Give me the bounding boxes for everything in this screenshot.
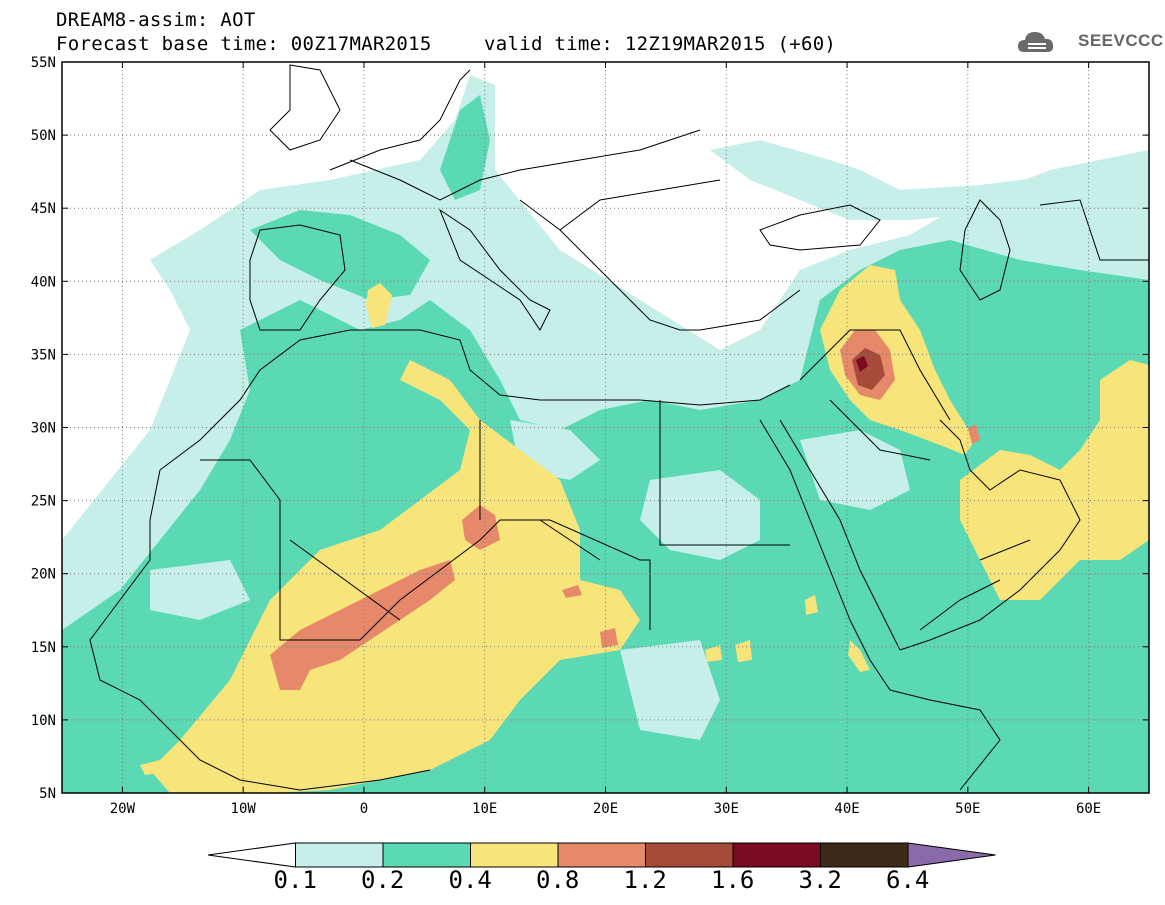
borders-europe [349,129,721,231]
lat-tick-label: 40N [31,274,56,290]
colorbar-segment [382,842,471,868]
aot-layer-0-4-red-sea [848,640,870,672]
colorbar-label: 0.2 [361,866,405,894]
lon-tick-label: 10W [231,801,257,817]
colorbar-label: 0.4 [448,866,492,894]
coast-red-sea-east [779,419,901,651]
lon-tick-label: 60E [1076,801,1101,817]
coast-arabia [899,419,1081,651]
lat-tick-label: 55N [31,55,56,71]
aot-layer-0-2-germany [440,95,490,200]
colorbar-segment [645,842,734,868]
axis-ticks: 55N 50N 45N 40N 35N 30N 25N 20N 15N 10N 5N 20W 10W 0 1… [31,55,1149,817]
aot-light-patch-west [150,560,250,620]
aot-layer-0-8 [270,560,455,690]
colorbar-segment [207,842,296,868]
lat-tick-label: 30N [31,421,56,437]
aot-layer-0-8-niger [462,505,500,550]
aot-layer-0-4-gulf [960,360,1149,600]
borders-sahara [200,400,790,641]
colorbar-segment [820,842,909,868]
aot-layer-0-4-iraq [820,265,975,455]
map-title: DREAM8-assim: AOT [56,9,256,31]
aot-light-patch-egypt [640,470,760,560]
coastlines [89,64,1149,791]
borders-central-asia [1039,199,1149,261]
coast-europe-west [249,224,346,331]
aot-layer-1-6 [856,356,868,372]
aot-layer-0-8-chad2 [600,628,618,648]
aot-layer-0-8-kuwait [968,424,980,444]
lon-tick-label: 50E [955,801,980,817]
coast-west-africa [89,469,431,791]
colorbar-segment [470,842,559,868]
coast-north-africa [159,329,791,471]
lon-tick-label: 20E [593,801,618,817]
forecast-base-time: Forecast base time: 00Z17MAR2015 [56,33,432,55]
lat-tick-label: 50N [31,128,56,144]
logo-text: SEEVCCC [1078,31,1164,50]
aot-layer-0-4 [150,360,640,793]
colorbar [207,842,996,868]
coast-balkans [519,199,801,331]
colorbar-label: 0.8 [536,866,580,894]
colorbar-label: 0.1 [273,866,317,894]
lat-tick-label: 25N [31,494,56,510]
aot-layer-0-4-sudan-spot2 [735,640,752,662]
valid-time: valid time: 12Z19MAR2015 (+60) [484,33,837,55]
lon-tick-label: 30E [714,801,739,817]
aot-layer-0-2-north [250,210,430,300]
lat-tick-label: 45N [31,201,56,217]
colorbar-segment [907,842,996,868]
lat-tick-label: 20N [31,567,56,583]
colorbar-label: 1.2 [623,866,667,894]
coast-red-sea-west [759,419,891,691]
borders-middle-east [799,329,1031,631]
lat-tick-label: 5N [39,786,56,802]
coast-horn [889,689,1001,791]
aot-light-patch-sudan [620,640,720,740]
aot-layer-0-4-sudan-spot [705,645,722,662]
lon-tick-label: 0 [360,801,368,817]
colorbar-segment [295,842,384,868]
aot-layer-0-4-spain [366,283,392,328]
coast-france [329,69,471,171]
coast-uk [269,64,341,151]
coast-black-sea [759,204,881,251]
colorbar-segment [732,842,821,868]
lat-tick-label: 15N [31,640,56,656]
colorbar-segment [557,842,646,868]
colorbar-label: 3.2 [798,866,842,894]
colorbar-label: 6.4 [886,866,930,894]
aot-layer-0-1-north [710,140,1149,250]
aot-layer-0-4-egypt-coast [805,595,818,615]
lat-tick-label: 10N [31,713,56,729]
lon-tick-label: 40E [834,801,859,817]
colorbar-label: 1.6 [711,866,755,894]
aot-layer-0-8-chad [562,585,582,598]
lat-tick-label: 35N [31,347,56,363]
lon-tick-label: 20W [110,801,136,817]
coast-caspian [959,199,1011,301]
cloud-icon [1018,32,1054,52]
aot-layer-0-4-liberia [140,760,165,775]
lon-tick-label: 10E [472,801,497,817]
